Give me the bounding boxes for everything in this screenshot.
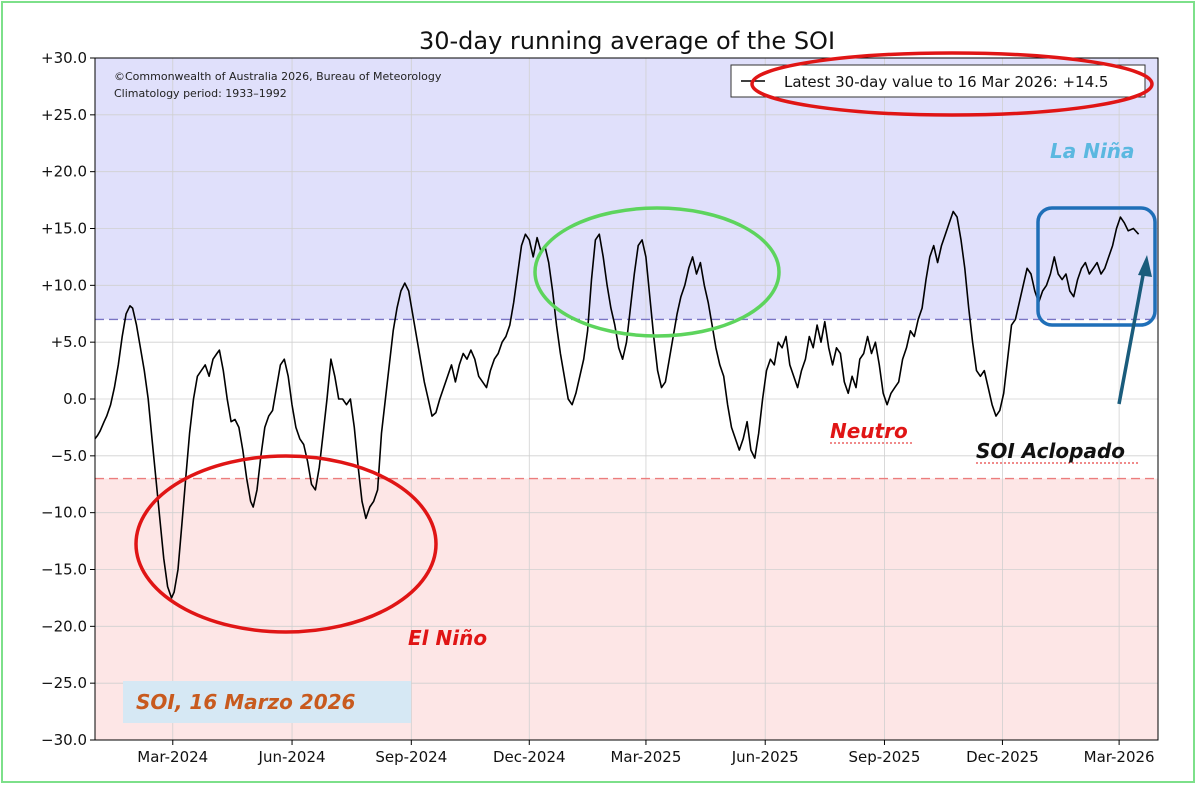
x-tick-label: Sep-2024: [375, 748, 447, 766]
coupled-highlight-box: [1036, 206, 1157, 327]
credit-text: ©Commonwealth of Australia 2026, Bureau …: [114, 70, 442, 83]
arrow-head: [1138, 255, 1152, 277]
x-tick-label: Dec-2024: [493, 748, 566, 766]
y-axis-ticks: +30.0 +25.0 +20.0 +15.0 +10.0 +5.0 0.0 −5.0 −10.…: [41, 49, 95, 749]
legend-box: [730, 64, 1146, 98]
el-nino-label: El Niño: [408, 626, 487, 650]
x-tick-label: Jun-2024: [258, 748, 326, 766]
y-tick-label: 0.0: [63, 390, 87, 408]
arrow-shaft: [1117, 269, 1146, 405]
x-tick-label: Mar-2026: [1084, 748, 1155, 766]
x-tick-label: Mar-2024: [137, 748, 208, 766]
legend: Latest 30-day value to 16 Mar 2026: +14.…: [730, 64, 1146, 98]
la-nina-label: La Niña: [1050, 139, 1135, 163]
caption-text: SOI, 16 Marzo 2026: [136, 690, 356, 714]
y-tick-label: +25.0: [41, 106, 87, 124]
x-tick-label: Sep-2025: [849, 748, 921, 766]
caption-box: [123, 681, 411, 723]
y-tick-label: +5.0: [51, 333, 87, 351]
y-tick-label: +10.0: [41, 276, 87, 294]
y-tick-label: +20.0: [41, 163, 87, 181]
neutral-label: Neutro: [830, 419, 908, 443]
y-tick-label: +15.0: [41, 220, 87, 238]
legend-label: Latest 30-day value to 16 Mar 2026: +14.…: [784, 73, 1108, 91]
peaks-highlight-ellipse: [533, 206, 781, 338]
climatology-text: Climatology period: 1933–1992: [114, 87, 287, 100]
x-tick-label: Mar-2025: [610, 748, 681, 766]
coupled-arrow: [1117, 255, 1152, 405]
y-tick-label: −5.0: [51, 447, 87, 465]
la-nina-band: [95, 58, 1158, 320]
legend-highlight-ellipse: [750, 51, 1154, 117]
x-tick-label: Dec-2025: [966, 748, 1039, 766]
y-tick-label: −10.0: [41, 504, 87, 522]
y-tick-label: +30.0: [41, 49, 87, 67]
el-nino-highlight-ellipse: [134, 454, 438, 634]
y-tick-label: −25.0: [41, 674, 87, 692]
chart-title: 30-day running average of the SOI: [419, 27, 835, 55]
x-axis-ticks: Mar-2024 Jun-2024 Sep-2024 Dec-2024 Mar-2025…: [137, 740, 1155, 766]
y-tick-label: −20.0: [41, 617, 87, 635]
soi-coupled-label: SOI Aclopado: [976, 439, 1125, 463]
y-tick-label: −15.0: [41, 561, 87, 579]
x-tick-label: Jun-2025: [731, 748, 799, 766]
y-tick-label: −30.0: [41, 731, 87, 749]
